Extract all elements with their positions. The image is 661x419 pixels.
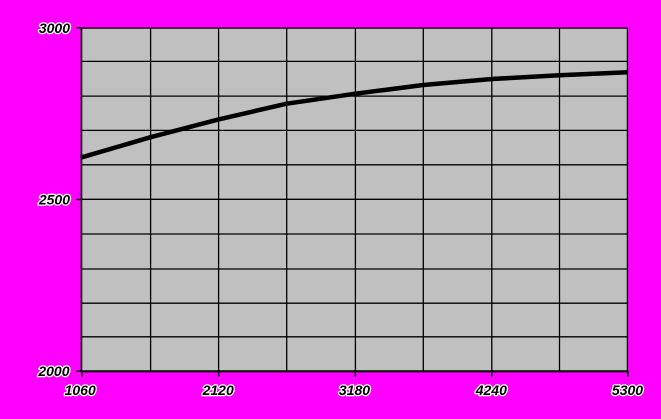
svg-text:3180: 3180 (339, 382, 370, 398)
svg-text:3000: 3000 (39, 20, 70, 36)
svg-text:5300: 5300 (612, 382, 643, 398)
svg-text:2120: 2120 (202, 382, 234, 398)
svg-text:2000: 2000 (37, 363, 69, 379)
svg-text:4240: 4240 (475, 382, 507, 398)
svg-text:1060: 1060 (65, 382, 96, 398)
svg-text:2500: 2500 (38, 192, 70, 208)
